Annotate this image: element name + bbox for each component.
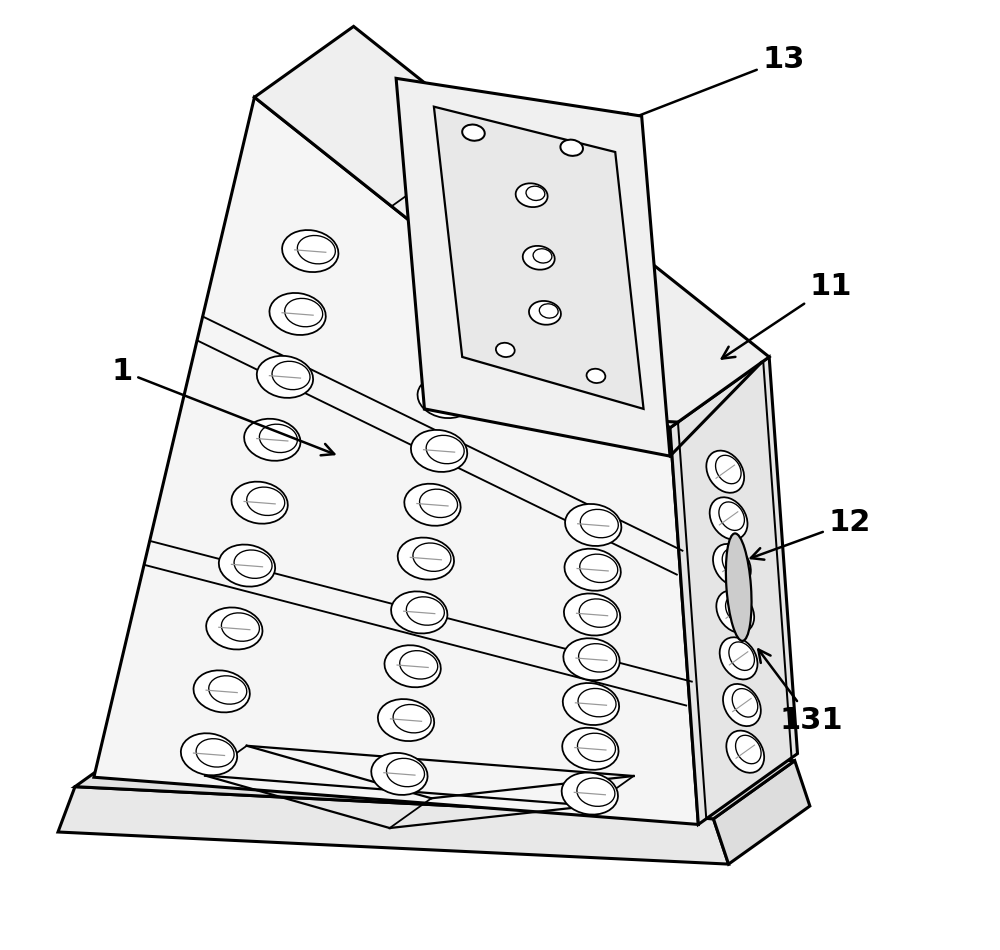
Ellipse shape [580,554,618,582]
Ellipse shape [580,509,618,538]
Ellipse shape [391,592,447,634]
Polygon shape [670,357,797,825]
Polygon shape [94,97,698,825]
Ellipse shape [426,435,464,464]
Ellipse shape [732,689,758,717]
Ellipse shape [579,598,617,627]
Ellipse shape [285,298,323,327]
Ellipse shape [384,645,441,687]
Ellipse shape [716,591,754,633]
Ellipse shape [269,293,326,335]
Ellipse shape [406,597,444,625]
Text: 12: 12 [751,507,871,560]
Ellipse shape [424,322,480,364]
Polygon shape [58,787,729,864]
Ellipse shape [710,497,747,540]
Ellipse shape [393,705,431,732]
Ellipse shape [257,356,313,398]
Ellipse shape [413,543,451,571]
Ellipse shape [533,249,552,263]
Ellipse shape [722,548,748,577]
Ellipse shape [282,230,338,272]
Ellipse shape [386,758,425,787]
Ellipse shape [565,504,621,546]
Ellipse shape [563,638,620,680]
Ellipse shape [523,246,555,270]
Ellipse shape [194,671,250,712]
Ellipse shape [234,550,272,579]
Text: 13: 13 [619,45,805,124]
Ellipse shape [564,549,621,591]
Ellipse shape [196,739,234,767]
Ellipse shape [411,430,467,472]
Ellipse shape [726,731,764,772]
Text: 1: 1 [112,356,334,455]
Polygon shape [254,27,769,428]
Ellipse shape [720,637,757,679]
Ellipse shape [231,482,288,523]
Ellipse shape [371,753,428,795]
Text: 131: 131 [758,650,843,735]
Ellipse shape [221,613,259,641]
Ellipse shape [716,455,741,484]
Ellipse shape [181,733,237,775]
Ellipse shape [587,369,605,383]
Ellipse shape [206,607,262,650]
Ellipse shape [562,728,619,770]
Ellipse shape [297,236,335,264]
Ellipse shape [496,343,515,357]
Ellipse shape [578,689,616,717]
Ellipse shape [398,538,454,580]
Polygon shape [713,761,810,864]
Ellipse shape [726,533,752,641]
Ellipse shape [706,450,744,493]
Ellipse shape [719,502,744,530]
Ellipse shape [420,489,458,518]
Ellipse shape [516,183,548,207]
Ellipse shape [219,544,275,586]
Ellipse shape [726,596,751,624]
Ellipse shape [378,699,434,741]
Ellipse shape [579,644,617,672]
Polygon shape [75,734,795,819]
Ellipse shape [723,684,761,726]
Ellipse shape [526,186,545,200]
Ellipse shape [560,140,583,156]
Ellipse shape [563,683,619,725]
Text: 11: 11 [722,272,852,358]
Ellipse shape [577,733,615,762]
Ellipse shape [577,778,615,807]
Ellipse shape [404,484,461,525]
Ellipse shape [736,735,761,764]
Ellipse shape [539,304,558,318]
Polygon shape [396,78,670,456]
Ellipse shape [439,328,477,356]
Ellipse shape [418,376,474,418]
Polygon shape [434,106,644,408]
Ellipse shape [259,425,297,452]
Ellipse shape [729,642,754,671]
Ellipse shape [272,361,310,390]
Ellipse shape [713,544,751,586]
Ellipse shape [209,675,247,704]
Ellipse shape [433,382,471,409]
Ellipse shape [462,124,485,141]
Ellipse shape [562,772,618,814]
Ellipse shape [400,651,438,679]
Ellipse shape [529,301,561,325]
Ellipse shape [247,487,285,516]
Ellipse shape [564,594,620,636]
Ellipse shape [244,419,300,461]
